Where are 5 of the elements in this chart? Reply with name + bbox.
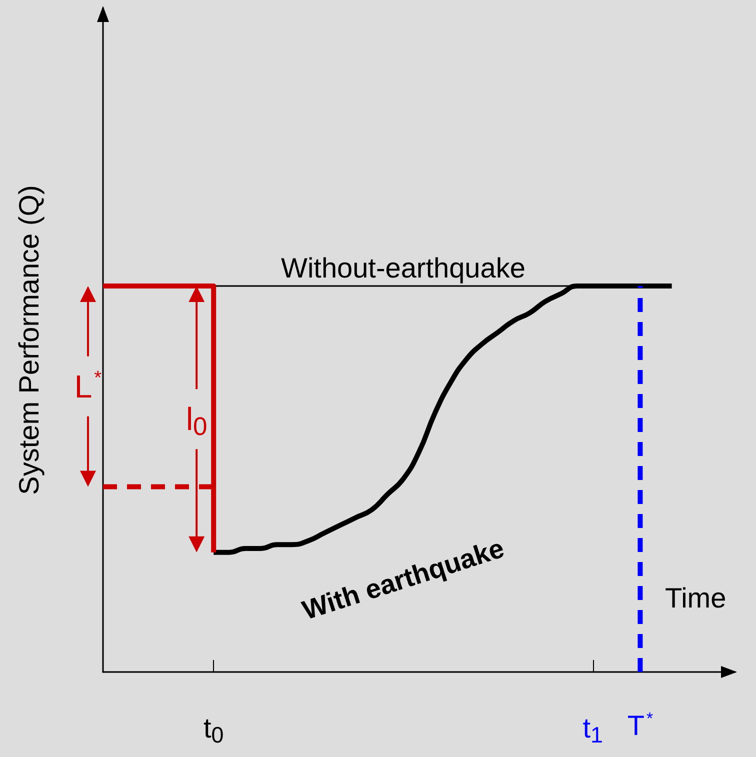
y-axis-title: System Performance (Q): [14, 185, 44, 495]
x-tick-label: T*: [627, 709, 654, 741]
series-label: Without-earthquake: [281, 252, 526, 284]
text: L*: [74, 368, 102, 404]
x-axis-title: Time: [665, 582, 726, 614]
